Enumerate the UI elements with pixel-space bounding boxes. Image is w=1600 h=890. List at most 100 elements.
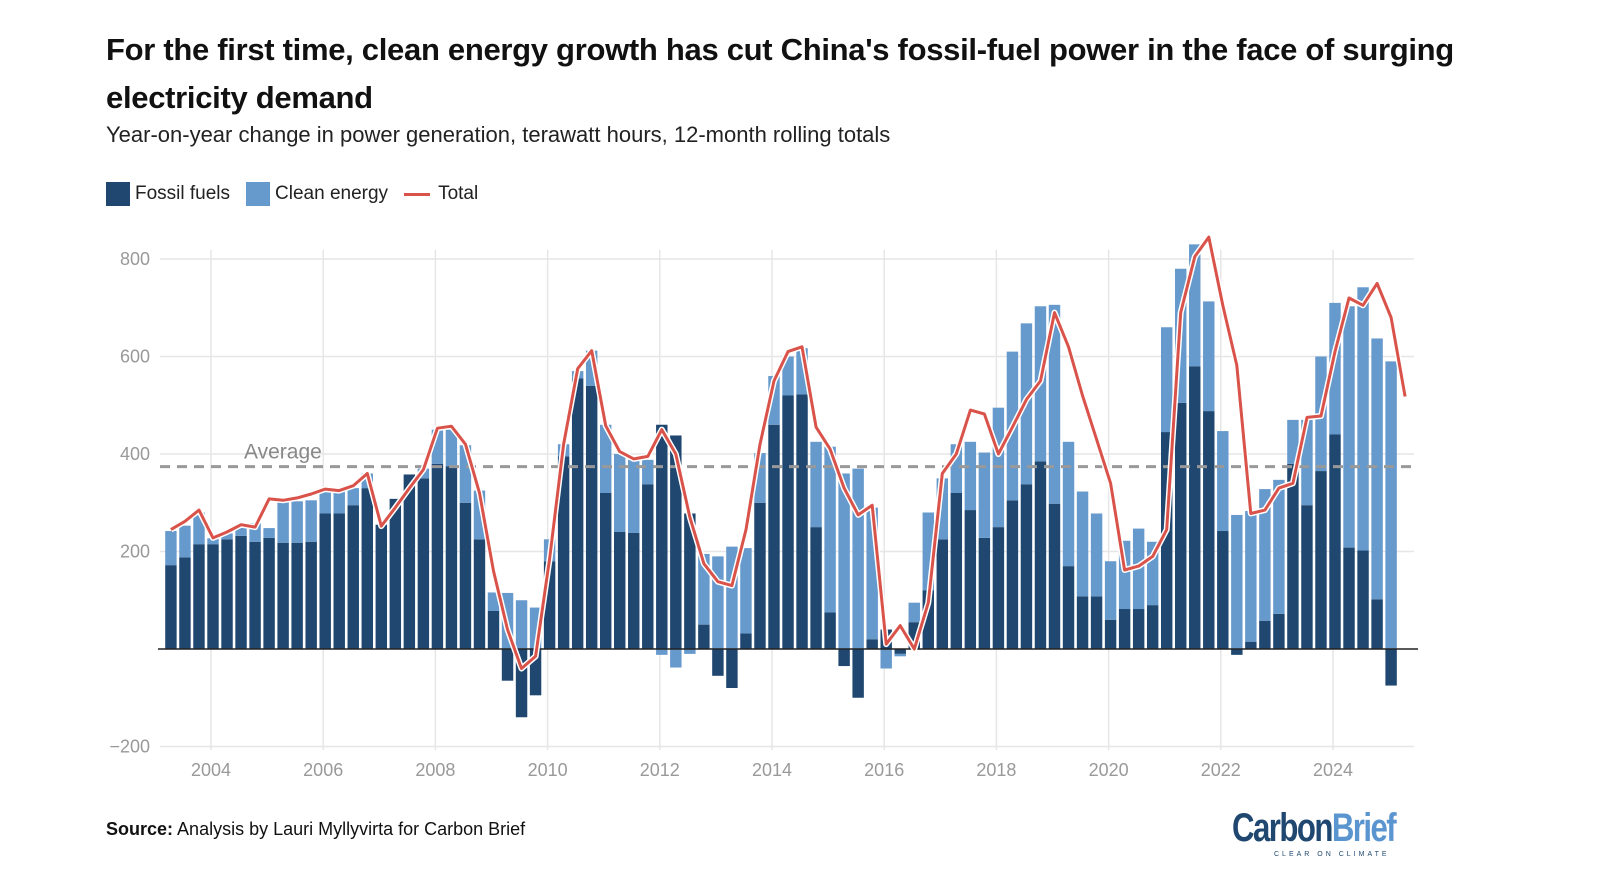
bar-fossil [1048, 503, 1061, 649]
bar-fossil [1259, 620, 1271, 649]
x-tick-label: 2012 [640, 760, 680, 780]
bar-clean [1273, 479, 1285, 614]
bar-fossil [894, 649, 906, 654]
bar-fossil [1245, 641, 1257, 649]
bar-fossil [1231, 649, 1243, 655]
bar-fossil [726, 649, 738, 688]
legend-line-total [404, 192, 431, 196]
bar-fossil [754, 502, 766, 649]
bar-clean [1231, 514, 1243, 649]
bar-fossil [333, 513, 345, 649]
bar-clean [165, 531, 177, 566]
bar-clean [599, 424, 612, 493]
bar-fossil [1273, 613, 1285, 649]
average-label: Average [244, 441, 322, 464]
bar-clean [670, 649, 682, 668]
bar-clean [585, 350, 598, 386]
bar-clean [277, 501, 289, 543]
bar-fossil [922, 590, 934, 649]
bar-fossil [950, 493, 963, 649]
bar-fossil [501, 649, 514, 681]
bar-clean [459, 445, 472, 503]
bar-fossil [1329, 434, 1341, 649]
bar-fossil [1203, 411, 1215, 649]
bar-clean [768, 376, 780, 425]
bar-clean [698, 553, 710, 625]
bar-clean [712, 556, 724, 649]
x-tick-label: 2022 [1201, 760, 1241, 780]
bar-fossil [740, 633, 752, 649]
bar-clean [487, 592, 500, 611]
bar-clean [1146, 541, 1159, 606]
x-tick-label: 2006 [303, 760, 343, 780]
legend-item-clean: Clean energy [246, 182, 388, 206]
bar-fossil [1062, 566, 1075, 649]
bar-clean [1287, 419, 1299, 464]
bar-fossil [319, 513, 331, 649]
source-label: Source: [106, 819, 174, 839]
bar-clean [1090, 513, 1103, 597]
bar-clean [628, 459, 640, 533]
bar-fossil [1385, 649, 1397, 686]
bar-clean [1104, 561, 1117, 620]
bar-clean [852, 468, 864, 649]
bar-clean [473, 490, 486, 540]
bar-clean [179, 525, 191, 558]
bar-fossil [1118, 609, 1131, 649]
bar-fossil [375, 524, 388, 649]
bar-clean [1371, 338, 1383, 600]
bar-fossil [1189, 366, 1201, 649]
bar-fossil [1371, 599, 1383, 649]
bar-fossil [207, 544, 219, 649]
bar-fossil [796, 394, 808, 649]
bar-clean [235, 527, 247, 536]
bar-fossil [403, 474, 416, 649]
bar-clean [922, 512, 934, 591]
carbonbrief-logo: CarbonBrief [1232, 806, 1397, 850]
bar-fossil [1076, 596, 1089, 649]
bar-clean [866, 507, 878, 640]
bar-clean [894, 653, 906, 657]
bar-clean [656, 649, 668, 655]
bar-fossil [1343, 547, 1355, 649]
legend-label-total: Total [438, 183, 479, 204]
legend-item-total: Total [404, 183, 478, 205]
chart-title: For the first time, clean energy growth … [106, 32, 1454, 115]
bar-fossil [964, 510, 977, 649]
bar-fossil [515, 649, 528, 718]
bar-clean [1259, 489, 1271, 621]
bar-clean [333, 491, 345, 514]
bar-fossil [417, 478, 430, 649]
bar-clean [1203, 301, 1215, 412]
bar-fossil [782, 395, 794, 649]
bar-fossil [1020, 484, 1033, 649]
bar-fossil [487, 610, 500, 649]
bar-clean [978, 452, 991, 538]
bar-fossil [712, 649, 724, 676]
bar-clean [1189, 244, 1201, 367]
bar-fossil [768, 424, 780, 649]
bar-fossil [389, 498, 402, 649]
bar-fossil [543, 561, 556, 649]
y-tick-label: 200 [120, 542, 150, 562]
bar-fossil [529, 649, 542, 696]
bar-clean [754, 453, 766, 503]
bar-clean [221, 533, 233, 540]
bar-fossil [992, 527, 1005, 649]
bar-fossil [978, 537, 991, 649]
x-tick-label: 2008 [415, 760, 455, 780]
bar-fossil [810, 527, 822, 649]
bar-fossil [1006, 500, 1019, 649]
bar-clean [207, 538, 219, 545]
average-line-group: Average [160, 441, 1414, 469]
bar-clean [431, 429, 444, 464]
bar-fossil [656, 424, 668, 649]
bar-fossil [277, 542, 289, 649]
bar-fossil [249, 541, 261, 649]
bar-fossil [221, 539, 233, 649]
bar-clean [796, 348, 808, 395]
bar-fossil [431, 463, 444, 649]
legend: Fossil fuels Clean energy Total [106, 182, 494, 206]
bar-clean [515, 600, 528, 649]
bar-fossil [361, 488, 373, 649]
